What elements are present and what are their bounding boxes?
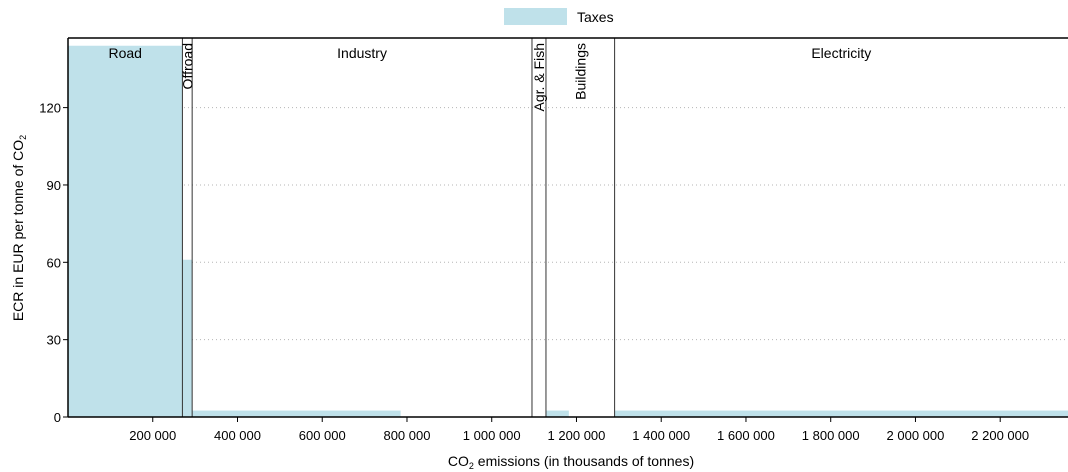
gridlines	[68, 107, 1068, 341]
taxes-bar	[614, 410, 1068, 417]
x-tick-label: 2 000 000	[887, 428, 945, 443]
x-axis-ticks: 200 000 400 000 600 000 800 000 1 000 000 1 2…	[129, 417, 1029, 443]
x-tick-label: 1 800 000	[802, 428, 860, 443]
sector-label: Road	[108, 45, 141, 61]
x-tick-label: 800 000	[383, 428, 430, 443]
taxes-bars	[68, 45, 1068, 418]
x-tick-label: 2 200 000	[971, 428, 1029, 443]
sector-dividers	[181, 38, 616, 417]
sector-label: Buildings	[572, 43, 588, 100]
legend-swatch-taxes	[504, 8, 567, 25]
x-tick-label: 400 000	[214, 428, 261, 443]
y-tick-label: 120	[39, 101, 61, 116]
taxes-bar	[182, 259, 193, 417]
y-axis-ticks: 0 30 60 90 120	[39, 101, 68, 425]
sector-label: Industry	[337, 45, 387, 61]
y-tick-label: 90	[47, 178, 61, 193]
legend-label-taxes: Taxes	[577, 9, 614, 25]
plot-frame	[67, 37, 1068, 418]
taxes-bar	[192, 410, 401, 417]
sector-label: Electricity	[811, 45, 871, 61]
legend: Taxes	[504, 8, 614, 25]
x-axis-title: CO2 emissions (in thousands of tonnes)	[448, 453, 694, 471]
taxes-bar	[545, 410, 569, 417]
x-tick-label: 1 400 000	[632, 428, 690, 443]
y-axis-title: ECR in EUR per tonne of CO2	[10, 135, 28, 321]
sector-label: Agr. & Fish	[531, 43, 547, 111]
taxes-bar	[68, 45, 183, 418]
x-tick-label: 1 200 000	[548, 428, 606, 443]
sector-labels: Road Offroad Industry Agr. & Fish Buildings E…	[108, 43, 871, 111]
y-tick-label: 60	[47, 255, 61, 270]
sector-label: Offroad	[179, 43, 195, 89]
x-tick-label: 200 000	[129, 428, 176, 443]
y-tick-label: 30	[47, 333, 61, 348]
x-tick-label: 1 600 000	[717, 428, 775, 443]
x-tick-label: 1 000 000	[463, 428, 521, 443]
x-tick-label: 600 000	[299, 428, 346, 443]
y-tick-label: 0	[54, 410, 61, 425]
